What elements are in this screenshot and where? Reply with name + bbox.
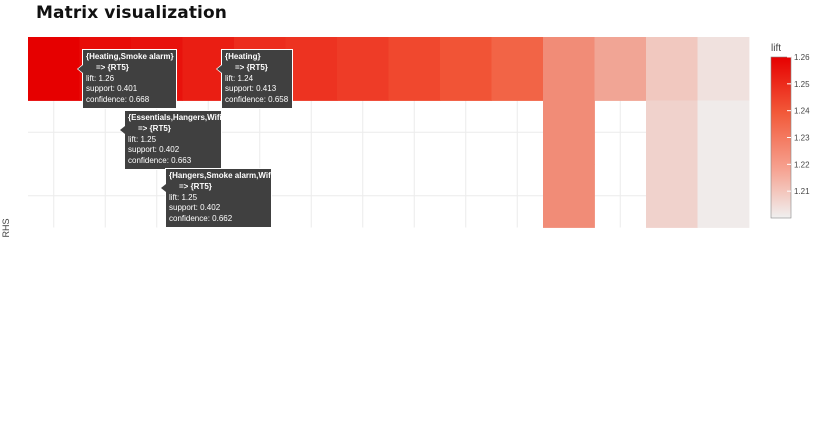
tooltip-support: support: 0.413 xyxy=(225,84,277,94)
legend-tick-label: 1.25 xyxy=(794,80,810,89)
heatmap-cell[interactable] xyxy=(697,37,750,101)
tooltip-confidence: confidence: 0.668 xyxy=(86,95,150,105)
heatmap-cell[interactable] xyxy=(646,100,698,165)
legend-tick-label: 1.23 xyxy=(794,134,810,143)
heatmap-cell[interactable] xyxy=(697,164,750,228)
tooltip-rule-lhs: {Hangers,Smoke alarm,Wifi} xyxy=(169,171,277,180)
tooltip-support: support: 0.402 xyxy=(169,203,221,213)
legend-tick-label: 1.22 xyxy=(794,160,810,169)
tooltip-confidence: confidence: 0.663 xyxy=(128,156,192,166)
legend-tick-label: 1.24 xyxy=(794,107,810,116)
color-legend: lift 1.26 1.25 1.24 1.23 1.22 1.21 xyxy=(770,43,810,219)
heatmap-cell[interactable] xyxy=(337,37,389,101)
legend-tick-label: 1.21 xyxy=(794,187,810,196)
heatmap-cell[interactable] xyxy=(285,37,338,101)
heatmap-cell[interactable] xyxy=(543,164,595,228)
tooltip-rule-lhs: {Heating} xyxy=(225,52,261,61)
rule-tooltip: {Heating,Smoke alarm} => {RT5} lift: 1.26 s… xyxy=(77,49,177,109)
tooltip-confidence: confidence: 0.662 xyxy=(169,214,233,224)
tooltip-confidence: confidence: 0.658 xyxy=(225,95,289,105)
tooltip-support: support: 0.402 xyxy=(128,145,180,155)
heatmap-cell[interactable] xyxy=(543,100,595,165)
heatmap-cell[interactable] xyxy=(491,37,544,101)
tooltip-rule-rhs: => {RT5} xyxy=(235,62,268,72)
tooltip-lift: lift: 1.25 xyxy=(169,192,198,202)
tooltip-rule-rhs: => {RT5} xyxy=(96,62,129,72)
legend-title: lift xyxy=(771,43,781,54)
tooltip-lift: lift: 1.24 xyxy=(225,73,254,83)
tooltip-lift: lift: 1.26 xyxy=(86,73,115,83)
y-axis-label: RHS xyxy=(1,218,11,237)
tooltip-pointer-fill xyxy=(120,126,125,134)
tooltip-pointer-fill xyxy=(161,184,166,192)
rule-tooltip: {Hangers,Smoke alarm,Wifi} => {RT5} lift: … xyxy=(160,168,277,228)
tooltip-rule-rhs: => {RT5} xyxy=(179,181,212,191)
tooltip-rule-lhs: {Heating,Smoke alarm} xyxy=(86,52,174,61)
heatmap-cell[interactable] xyxy=(697,100,750,165)
heatmap-cell[interactable] xyxy=(646,164,698,228)
heatmap-cell[interactable] xyxy=(594,37,647,101)
rule-tooltip: {Heating} => {RT5} lift: 1.24 support: 0.41… xyxy=(216,49,293,109)
tooltip-lift: lift: 1.25 xyxy=(128,134,157,144)
heatmap-cell[interactable] xyxy=(388,37,441,101)
tooltip-rule-lhs: {Essentials,Hangers,Wifi} xyxy=(128,113,225,122)
rule-tooltip: {Essentials,Hangers,Wifi} => {RT5} lift: 1… xyxy=(119,110,225,170)
heatmap-cell[interactable] xyxy=(646,37,698,101)
tooltip-pointer-fill xyxy=(78,65,83,73)
heatmap-cell[interactable] xyxy=(440,37,492,101)
heatmap-cell[interactable] xyxy=(28,37,80,101)
page-title: Matrix visualization xyxy=(36,3,227,23)
tooltip-rule-rhs: => {RT5} xyxy=(138,123,171,133)
tooltip-support: support: 0.401 xyxy=(86,84,138,94)
heatmap-cell[interactable] xyxy=(543,37,595,101)
tooltip-pointer-fill xyxy=(217,65,222,73)
legend-tick-label: 1.26 xyxy=(794,53,810,62)
